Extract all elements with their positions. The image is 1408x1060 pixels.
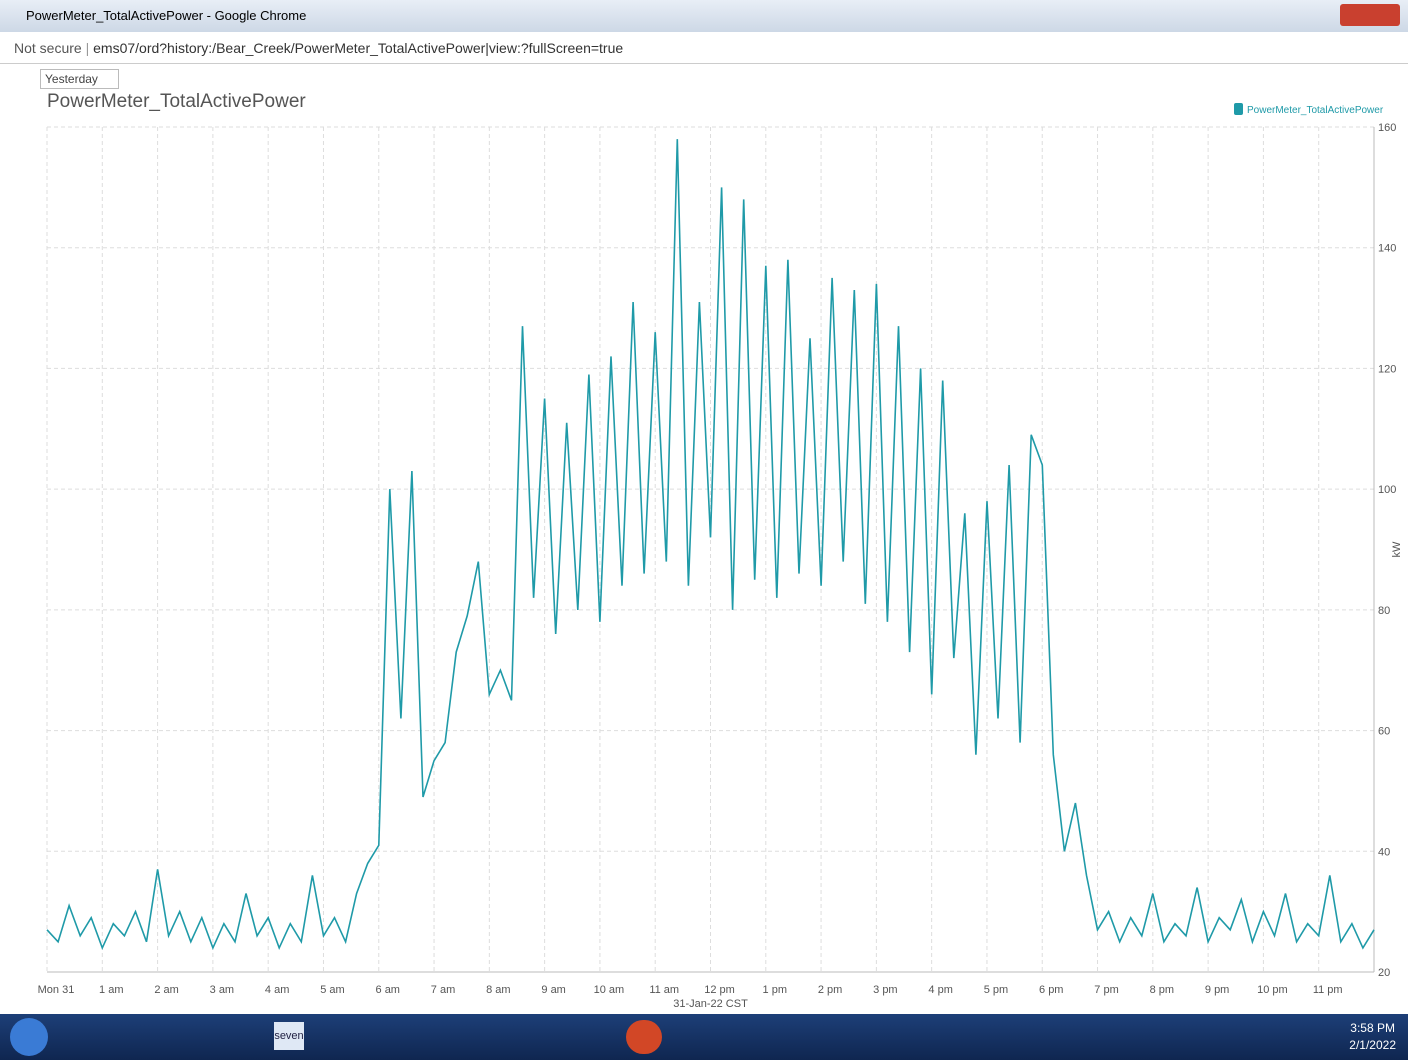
app-icon[interactable]: seven [274,1022,304,1050]
page: PowerMeter_TotalActivePower - Google Chr… [0,0,1408,1060]
range-select[interactable]: Yesterday [40,69,119,89]
x-tick-label: 3 am [210,984,234,996]
x-tick-label: 4 am [265,984,289,996]
y-tick-label: 60 [1378,726,1390,738]
address-bar: Not secure | ems07/ord?history:/Bear_Cre… [0,32,1408,64]
x-tick-label: 5 am [320,984,344,996]
y-tick-label: 100 [1378,484,1396,496]
x-tick-label: 6 am [376,984,400,996]
x-tick-label: 11 pm [1313,984,1343,996]
x-tick-label: 4 pm [928,984,952,996]
x-tick-label: 9 am [541,984,565,996]
y-tick-label: 120 [1378,363,1396,375]
y-axis-label: kW [1391,541,1403,558]
x-tick-label: 7 pm [1094,984,1118,996]
clock-time: 3:58 PM [1349,1020,1396,1037]
y-tick-label: 20 [1378,967,1390,979]
url[interactable]: ems07/ord?history:/Bear_Creek/PowerMeter… [93,40,623,56]
x-tick-label: 8 pm [1150,984,1174,996]
x-tick-label: 8 am [486,984,510,996]
start-button[interactable] [10,1018,48,1056]
close-button[interactable] [1340,4,1400,26]
toolbar: Yesterday [0,66,1408,92]
x-tick-label: 9 pm [1205,984,1229,996]
x-note: 31-Jan-22 CST [673,998,748,1010]
x-tick-label: 12 pm [704,984,735,996]
y-tick-label: 40 [1378,846,1390,858]
x-tick-label: 2 pm [818,984,842,996]
x-tick-label: 10 am [594,984,625,996]
y-tick-label: 140 [1378,243,1396,255]
legend-swatch [1234,103,1243,115]
title-bar: PowerMeter_TotalActivePower - Google Chr… [0,0,1408,32]
x-tick-label: 10 pm [1257,984,1288,996]
x-tick-label: 3 pm [873,984,897,996]
chart: PowerMeter_TotalActivePower 20 40 60 80 100 1… [0,92,1408,1012]
chart-title: PowerMeter_TotalActivePower [47,92,306,112]
window-title: PowerMeter_TotalActivePower - Google Chr… [26,8,306,23]
x-tick-label: Mon 31 [38,984,75,996]
x-tick-label: 1 am [99,984,123,996]
x-tick-label: 1 pm [763,984,787,996]
x-tick-label: 6 pm [1039,984,1063,996]
x-tick-label: 11 am [649,984,679,996]
x-tick-label: 7 am [431,984,455,996]
y-tick-label: 160 [1378,122,1396,134]
security-label: Not secure [14,40,82,56]
taskbar: seven 3:58 PM 2/1/2022 [0,1014,1408,1060]
x-tick-label: 2 am [154,984,178,996]
y-tick-label: 80 [1378,605,1390,617]
x-tick-label: 5 pm [984,984,1008,996]
clock-date: 2/1/2022 [1349,1037,1396,1054]
legend-label: PowerMeter_TotalActivePower [1247,105,1384,116]
app-icon[interactable] [626,1020,662,1054]
